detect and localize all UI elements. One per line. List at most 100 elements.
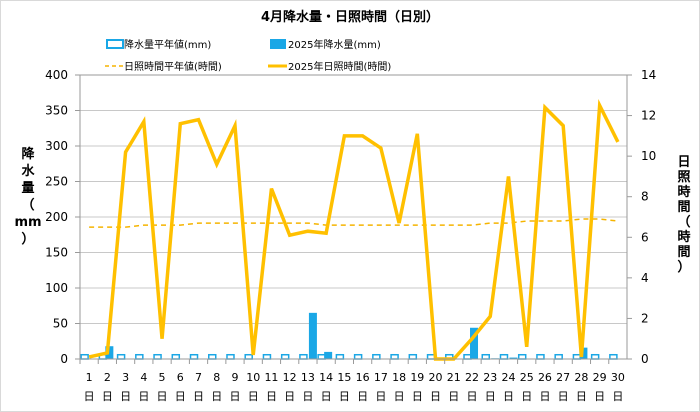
x-tick-label-unit: 日 xyxy=(503,390,514,403)
x-tick-label-day: 17 xyxy=(374,371,388,384)
y-axis-left-label: 降水量（ mm） xyxy=(14,146,41,247)
y-left-tick-label: 200 xyxy=(45,210,68,224)
y-right-tick-label: 6 xyxy=(641,230,649,244)
y-left-tick-label: 0 xyxy=(60,352,68,366)
x-tick-label-unit: 日 xyxy=(412,390,423,403)
bar-precip-normal xyxy=(481,353,490,360)
y-left-label-char: mm xyxy=(14,215,41,230)
x-tick-label-day: 9 xyxy=(231,371,238,384)
y-right-label-char: 間 xyxy=(677,245,690,260)
x-tick-label-unit: 日 xyxy=(357,390,368,403)
x-tick-label-day: 21 xyxy=(447,371,461,384)
x-tick-label-unit: 日 xyxy=(120,390,131,403)
y-right-label-char: 日 xyxy=(677,155,690,170)
bar-precip-normal xyxy=(390,353,399,360)
x-tick-label-day: 15 xyxy=(337,371,351,384)
bar-precip-normal xyxy=(572,353,582,360)
bar-precip-normal xyxy=(499,353,509,360)
x-tick-label-unit: 日 xyxy=(138,390,149,403)
x-tick-label-day: 11 xyxy=(264,371,278,384)
x-tick-label-unit: 日 xyxy=(157,390,168,403)
line-sunshine-normal xyxy=(89,218,618,228)
x-tick-label-unit: 日 xyxy=(485,390,496,403)
x-tick-label-day: 3 xyxy=(122,371,129,384)
bar-precip-normal xyxy=(426,353,436,360)
y-right-label-char: 照 xyxy=(677,170,690,185)
y-axis-right-label: 日照時間（時間） xyxy=(677,155,690,275)
x-tick-label-day: 20 xyxy=(429,371,443,384)
x-tick-label-day: 28 xyxy=(574,371,588,384)
y-right-tick-label: 14 xyxy=(641,68,656,82)
y-right-tick-label: 2 xyxy=(641,311,649,325)
y-left-label-char: 水 xyxy=(21,163,35,179)
y-right-label-char: 間 xyxy=(677,200,690,215)
bar-precip-normal xyxy=(116,353,126,360)
y-left-tick-label: 400 xyxy=(45,68,68,82)
x-tick-label-unit: 日 xyxy=(448,390,459,403)
x-tick-label-day: 27 xyxy=(556,371,570,384)
bar-precip-normal xyxy=(80,353,89,360)
y-right-tick-label: 4 xyxy=(641,271,649,285)
y-right-tick-label: 0 xyxy=(641,352,649,366)
y-left-tick-label: 50 xyxy=(53,317,68,331)
x-tick-label-day: 1 xyxy=(86,371,93,384)
x-tick-label-unit: 日 xyxy=(229,390,240,403)
bar-precip-normal xyxy=(353,353,363,360)
bar-precip-normal xyxy=(280,353,290,360)
y-right-label-char: 時 xyxy=(677,229,690,245)
bar-precip-2025 xyxy=(509,357,518,359)
x-tick-label-unit: 日 xyxy=(266,390,277,403)
x-tick-label-unit: 日 xyxy=(321,390,332,403)
x-tick-label-unit: 日 xyxy=(558,390,569,403)
x-tick-label-unit: 日 xyxy=(175,390,186,403)
y-right-label-char: 時 xyxy=(677,184,690,200)
line-sunshine-2025 xyxy=(88,98,620,361)
x-tick-label-day: 14 xyxy=(319,371,333,384)
x-tick-label-unit: 日 xyxy=(284,390,295,403)
bar-precip-normal xyxy=(226,353,235,360)
y-left-label-char: 降 xyxy=(21,146,35,162)
x-tick-label-unit: 日 xyxy=(375,390,386,403)
x-tick-label-day: 29 xyxy=(593,371,607,384)
legend-swatch-precip-normal xyxy=(106,39,124,49)
bar-precip-normal xyxy=(536,353,545,360)
x-tick-label-unit: 日 xyxy=(302,390,313,403)
bar-precip-normal xyxy=(262,353,272,360)
bar-precip-2025 xyxy=(308,312,317,359)
x-tick-label-unit: 日 xyxy=(594,390,605,403)
y-left-tick-label: 350 xyxy=(45,104,68,118)
x-tick-label-day: 12 xyxy=(283,371,297,384)
legend-swatch-precip-2025 xyxy=(270,39,286,49)
y-left-label-char: （ xyxy=(21,197,34,213)
x-tick-label-unit: 日 xyxy=(612,390,623,403)
bar-precip-normal xyxy=(171,353,181,360)
x-tick-label-day: 26 xyxy=(538,371,552,384)
bar-precip-normal xyxy=(463,353,472,360)
bar-precip-normal xyxy=(408,353,418,360)
x-tick-label-day: 19 xyxy=(410,371,424,384)
x-tick-label-day: 22 xyxy=(465,371,479,384)
bar-precip-normal xyxy=(609,353,618,360)
legend: 降水量平年値(mm) 2025年降水量(mm) 日照時間平年値(時間) 2025… xyxy=(105,38,391,73)
x-tick-label-day: 10 xyxy=(246,371,260,384)
x-tick-label-day: 4 xyxy=(140,371,147,384)
y-right-tick-label: 10 xyxy=(641,149,656,163)
bar-precip-normal xyxy=(153,353,162,360)
x-tick-label-unit: 日 xyxy=(84,390,95,403)
x-tick-label-unit: 日 xyxy=(467,390,478,403)
y-right-label-char: （ xyxy=(677,214,690,230)
bar-precip-2025 xyxy=(105,346,114,359)
bar-precip-normal xyxy=(299,353,308,360)
legend-label-precip-normal: 降水量平年値(mm) xyxy=(124,38,211,51)
x-tick-label-unit: 日 xyxy=(339,390,350,403)
y-left-tick-label: 250 xyxy=(45,175,68,189)
x-tick-label-unit: 日 xyxy=(539,390,550,403)
y-left-tick-label: 300 xyxy=(45,139,68,153)
y-right-tick-label: 12 xyxy=(641,109,656,123)
x-tick-label-unit: 日 xyxy=(248,390,259,403)
x-tick-label-unit: 日 xyxy=(102,390,113,403)
bar-precip-2025 xyxy=(324,351,333,359)
bar-precip-normal xyxy=(317,353,326,360)
chart-title: 4月降水量・日照時間（日別） xyxy=(261,9,439,25)
